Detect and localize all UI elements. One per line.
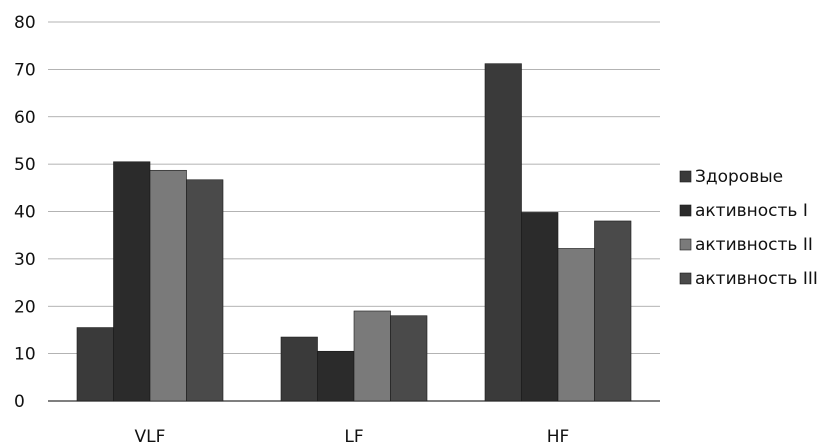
x-axis-ticks: VLF LF HF <box>135 427 570 447</box>
legend-label: Здоровые <box>695 167 783 187</box>
y-axis-ticks: 0 10 20 30 40 50 60 70 80 <box>14 13 36 412</box>
legend-swatch <box>679 272 692 285</box>
bars <box>76 63 632 402</box>
bar-lf-series-2 <box>353 310 391 402</box>
y-tick-label: 20 <box>14 297 36 317</box>
y-tick-label: 70 <box>14 60 36 80</box>
legend-swatch <box>679 170 692 183</box>
bar-hf-series-0 <box>484 63 522 402</box>
legend-label: активность III <box>695 269 818 289</box>
y-tick-label: 30 <box>14 250 36 270</box>
x-tick-label: VLF <box>135 427 166 447</box>
y-tick-label: 10 <box>14 345 36 365</box>
legend-swatch <box>679 204 692 217</box>
legend: Здоровые активность I активность II активно… <box>679 167 818 289</box>
bar-vlf-series-1 <box>113 161 151 402</box>
bar-lf-series-1 <box>317 350 355 402</box>
y-tick-label: 50 <box>14 155 36 175</box>
legend-swatch <box>679 238 692 251</box>
bar-lf-series-0 <box>280 336 318 402</box>
bar-lf-series-3 <box>390 315 428 402</box>
bar-vlf-series-0 <box>76 327 114 402</box>
y-tick-label: 80 <box>14 13 36 33</box>
y-tick-label: 0 <box>14 392 25 412</box>
bar-hf-series-2 <box>557 248 595 402</box>
x-tick-label: HF <box>547 427 570 447</box>
legend-label: активность I <box>695 201 808 221</box>
bar-hf-series-3 <box>594 220 632 402</box>
y-tick-label: 40 <box>14 203 36 223</box>
x-tick-label: LF <box>344 427 363 447</box>
bar-vlf-series-3 <box>186 179 224 402</box>
y-tick-label: 60 <box>14 108 36 128</box>
legend-label: активность II <box>695 235 813 255</box>
bar-hf-series-1 <box>521 212 559 402</box>
bar-vlf-series-2 <box>149 169 187 402</box>
